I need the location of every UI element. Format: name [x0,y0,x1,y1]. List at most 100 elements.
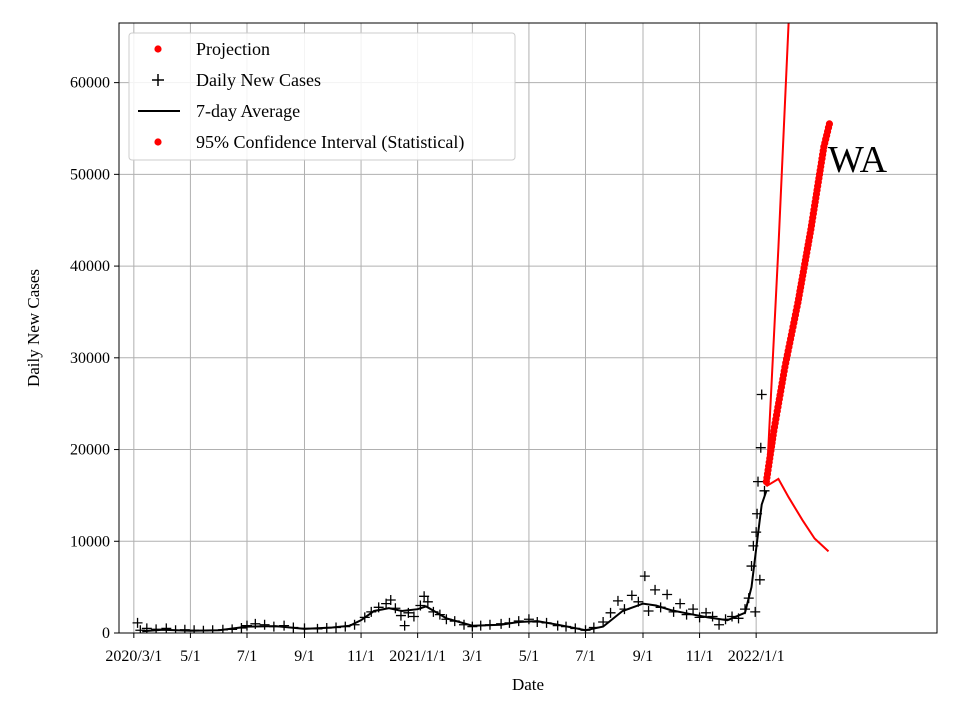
daily-cases-marker [733,613,744,624]
daily-cases-marker [312,623,323,633]
daily-cases-marker [321,622,332,633]
y-tick-label: 40000 [70,258,110,275]
daily-cases-marker [612,595,623,606]
daily-cases-marker [707,611,718,622]
y-tick-label: 20000 [70,442,110,459]
x-tick-label: 5/1 [180,648,200,665]
legend-label: 7-day Average [196,101,300,121]
daily-cases-marker [331,622,342,633]
daily-cases-marker [217,624,228,633]
legend-dot-marker [154,45,162,53]
legend-entry: 7-day Average [138,101,300,121]
y-axis-ticks: 0 10000 20000 30000 40000 50000 60000 [70,75,119,642]
daily-cases-marker [288,622,299,633]
daily-cases-marker [701,607,712,618]
series-layer [132,23,834,633]
x-axis-label: Date [512,675,544,694]
daily-cases-marker [179,624,190,633]
daily-cases-marker [496,618,507,629]
y-tick-label: 50000 [70,166,110,183]
daily-cases-marker [385,594,396,605]
daily-cases-marker [655,602,666,613]
daily-cases-marker [748,540,759,551]
daily-cases-marker [714,619,725,630]
daily-cases-marker [366,606,377,617]
daily-cases-marker [675,598,686,609]
daily-cases-marker [434,609,445,620]
daily-cases-marker [662,589,673,600]
daily-cases-marker [467,621,478,632]
daily-cases-marker [395,610,406,621]
daily-cases-marker [588,622,599,633]
daily-cases-marker [541,617,552,628]
daily-cases-marker [419,591,430,602]
daily-cases-marker [605,607,616,618]
daily-cases-marker [141,623,152,633]
daily-cases-marker [650,584,661,595]
legend-dot-marker [154,138,162,146]
legend-entry: Daily New Cases [152,70,321,90]
daily-cases-marker [373,602,384,613]
x-tick-label: 9/1 [633,648,653,665]
daily-cases-marker [694,612,705,623]
confidence-upper-dot [825,120,834,128]
x-tick-label: 2022/1/1 [728,648,785,665]
daily-cases-marker [189,625,200,633]
daily-cases-marker [513,616,524,627]
legend-entry: Projection [154,39,270,59]
x-tick-label: 5/1 [519,648,539,665]
daily-cases-marker [340,621,351,632]
daily-cases-marker [751,527,762,538]
daily-cases-marker [161,623,172,633]
daily-cases-marker [422,596,433,607]
daily-cases-marker [668,606,679,617]
daily-cases-marker [752,508,763,519]
daily-cases-marker [403,607,414,618]
daily-cases-marker [570,623,581,633]
daily-cases-marker [552,620,563,631]
daily-cases-marker [746,561,757,572]
daily-cases-marker [753,476,764,487]
x-tick-label: 3/1 [462,648,482,665]
daily-cases-marker [532,616,543,627]
confidence-lower-line [765,477,830,553]
daily-cases-marker [250,618,261,629]
daily-cases-marker [170,625,181,633]
y-tick-label: 60000 [70,75,110,92]
daily-cases-marker [580,625,591,633]
x-tick-label: 9/1 [294,648,314,665]
daily-cases-marker [236,622,247,633]
daily-cases-marker [504,617,515,628]
daily-cases-marker [759,485,770,496]
projection-line [765,23,790,487]
plot-frame [118,22,938,634]
daily-cases-marker [688,604,699,615]
daily-cases-marker [299,623,310,633]
daily-cases-marker [727,611,738,622]
daily-cases-marker [619,604,630,615]
y-tick-label: 0 [102,625,110,642]
legend-label: 95% Confidence Interval (Statistical) [196,132,464,153]
legend-box [128,32,516,161]
x-tick-label: 7/1 [575,648,595,665]
daily-cases-marker [441,614,452,625]
x-tick-label: 2020/3/1 [105,648,162,665]
daily-cases-marker [755,442,766,453]
daily-cases-marker [408,611,419,622]
x-axis-ticks: 2020/3/1 5/1 7/1 9/1 11/1 2021/1/1 3/1 5/1 7/1 9/… [105,633,785,665]
daily-cases-marker [132,617,143,628]
daily-cases-marker [633,596,644,607]
daily-cases-marker [428,606,439,617]
daily-cases-marker [740,604,751,615]
daily-cases-marker [756,389,767,400]
legend-entry: 95% Confidence Interval (Statistical) [154,132,464,153]
daily-cases-marker [390,603,401,614]
daily-cases-marker [349,619,360,630]
state-label: WA [828,139,888,181]
daily-cases-marker [598,616,609,627]
daily-cases-marker [449,616,460,627]
legend-label: Projection [196,39,270,59]
y-axis-label: Daily New Cases [24,269,43,387]
x-tick-label: 11/1 [347,648,375,665]
seven-day-average-line [142,490,768,633]
